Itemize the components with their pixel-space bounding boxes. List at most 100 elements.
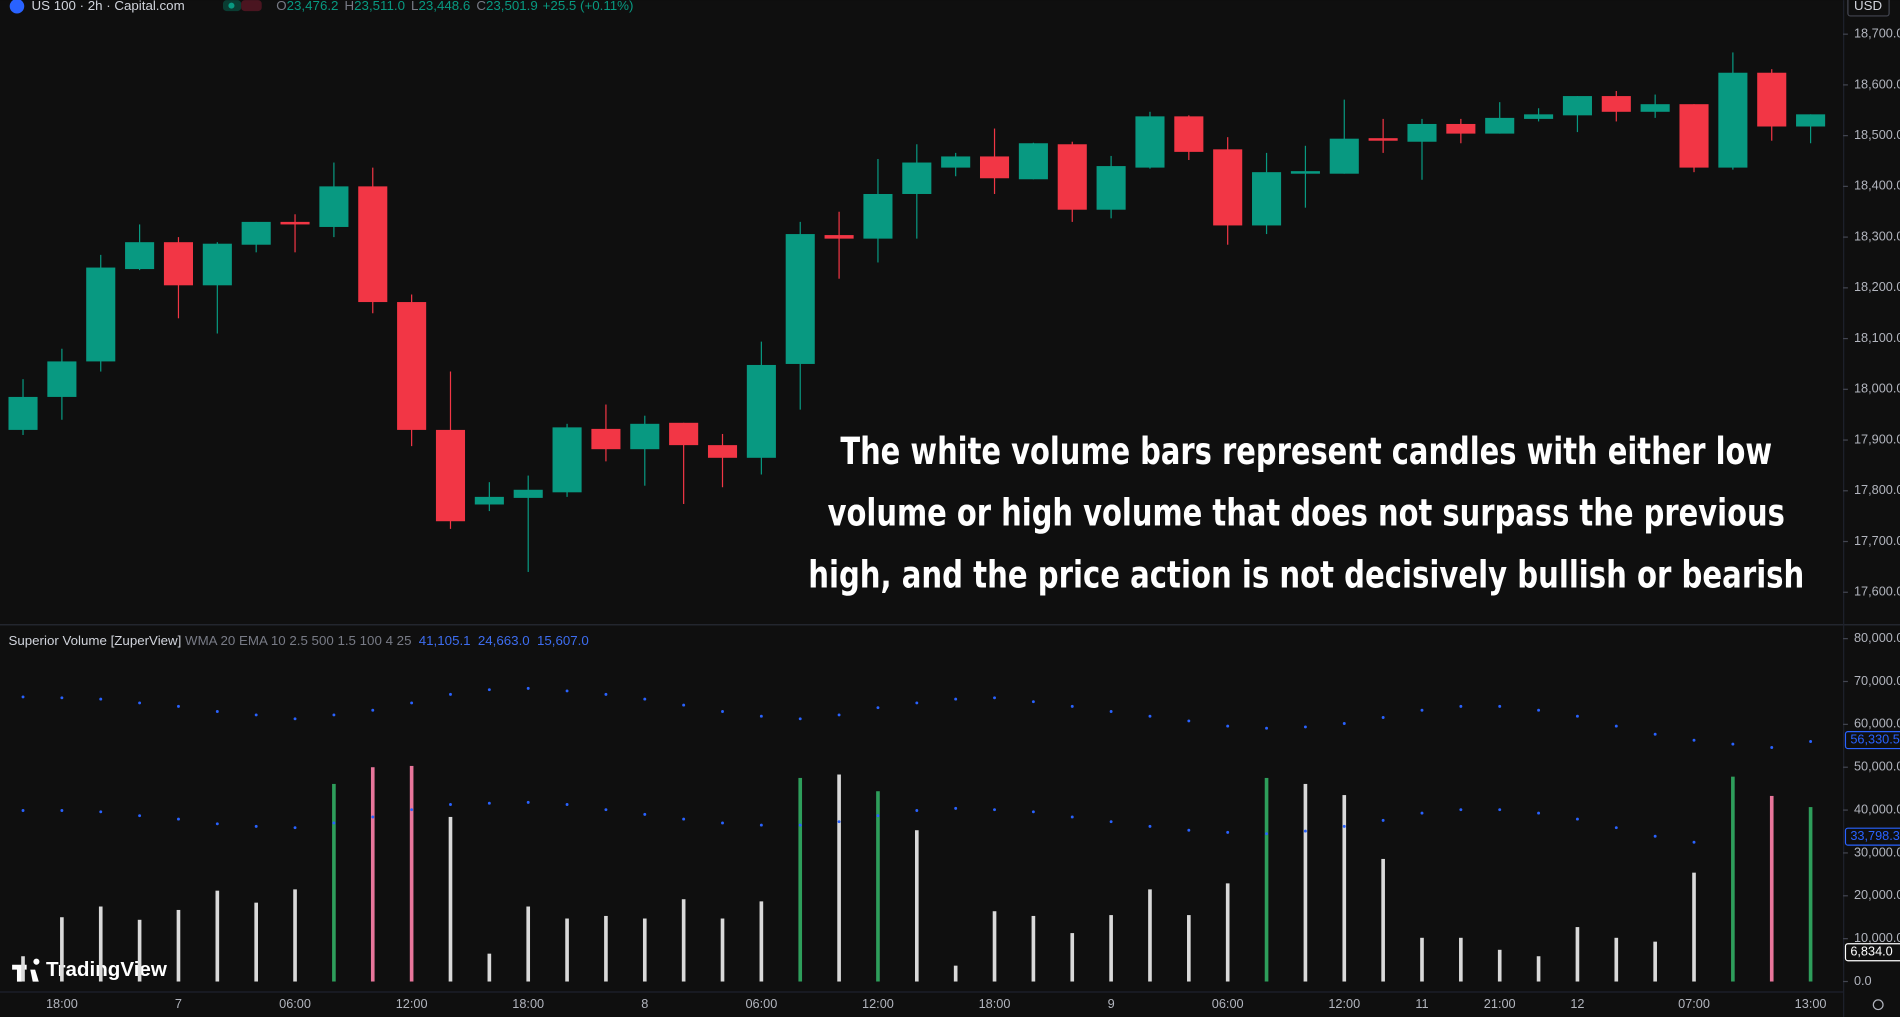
band-dot (1265, 832, 1269, 836)
band-dot (837, 713, 841, 717)
candle-body (630, 423, 660, 450)
ohlc-key: C (476, 0, 486, 13)
candle-body (941, 156, 971, 168)
candle-body (1057, 144, 1087, 210)
candle-body (824, 235, 854, 239)
volume-bar (1187, 915, 1191, 982)
indicator-params: WMA 20 EMA 10 2.5 500 1.5 100 4 25 (185, 633, 411, 648)
y-tick-label: 17,900.0 (1854, 431, 1900, 446)
band-dot (371, 708, 375, 712)
band-dot (99, 810, 103, 814)
volume-bar (1420, 937, 1424, 982)
band-dot (1420, 811, 1424, 815)
x-tick-label: 07:00 (1678, 996, 1710, 1011)
band-dot (759, 823, 763, 827)
annotation-line: The white volume bars represent candles … (840, 429, 1772, 473)
candle-body (1757, 72, 1787, 127)
candle-body (397, 302, 427, 430)
candle-body (746, 364, 776, 458)
band-dot (1070, 704, 1074, 708)
y-tick-label: 60,000.0 (1854, 716, 1900, 731)
y-tick-label: 18,500.0 (1854, 127, 1900, 142)
volume-bar (1264, 777, 1269, 982)
candle-body (591, 428, 621, 450)
candle-body (1213, 149, 1243, 226)
y-tick-label: 40,000.0 (1854, 801, 1900, 816)
band-dot (526, 800, 530, 804)
ohlc-change: +25.5 (+0.11%) (543, 0, 634, 13)
x-tick-label: 12:00 (1328, 996, 1360, 1011)
volume-bar (1303, 783, 1308, 982)
band-dot (1031, 700, 1035, 704)
candle-body (669, 422, 699, 446)
candle-body (1407, 123, 1437, 142)
watermark-text: TradingView (46, 958, 168, 981)
volume-bar (914, 830, 919, 982)
band-dot (526, 686, 530, 690)
volume-bar (1769, 795, 1774, 982)
y-tick-label: 17,700.0 (1854, 533, 1900, 548)
x-tick-label: 7 (175, 996, 182, 1011)
volume-bar (992, 911, 997, 982)
band-dot (604, 808, 608, 812)
band-dot (1537, 811, 1541, 815)
band-dot (332, 713, 336, 717)
candle-body (1135, 116, 1165, 168)
volume-bar (254, 902, 259, 982)
band-dot (215, 710, 219, 713)
volume-bar (409, 765, 414, 982)
band-dot (332, 821, 336, 825)
band-dot (876, 706, 880, 710)
currency[interactable]: USD (1854, 0, 1882, 13)
candle-body (280, 221, 310, 225)
x-tick-label: 8 (641, 996, 648, 1011)
volume-bar (642, 918, 647, 982)
volume-bar (332, 783, 336, 982)
x-tick-label: 12:00 (862, 996, 894, 1011)
band-dot (254, 713, 258, 717)
band-dot (1109, 820, 1113, 824)
candle-body (1679, 104, 1709, 168)
band-dot (643, 697, 647, 701)
market-icon[interactable] (241, 0, 262, 12)
band-dot (60, 696, 64, 700)
band-dot (1459, 704, 1463, 708)
candle-body (1446, 123, 1476, 134)
volume-bar (681, 899, 686, 982)
x-tick-label: 12:00 (396, 996, 428, 1011)
band-dot (1498, 808, 1502, 812)
candle-body (785, 234, 815, 364)
band-dot (1381, 716, 1385, 719)
band-dot (1381, 818, 1385, 822)
band-dot (1303, 725, 1307, 729)
volume-bar (176, 909, 181, 982)
candle-body (1329, 138, 1359, 174)
y-tick-label: 18,300.0 (1854, 228, 1900, 243)
candle-body (1562, 96, 1592, 116)
y-tick-label: 18,600.0 (1854, 76, 1900, 91)
band-dot (915, 701, 919, 705)
settings-icon[interactable] (1872, 999, 1884, 1011)
band-dot (798, 717, 802, 721)
volume-bar (1459, 937, 1463, 982)
band-dot (721, 821, 724, 825)
band-dot (293, 826, 297, 830)
volume-bar (98, 906, 103, 982)
currency-box[interactable] (1847, 0, 1890, 17)
volume-bar (293, 889, 297, 982)
volume-bar (759, 901, 764, 982)
symbol-icon[interactable] (9, 0, 25, 14)
band-dot (1575, 817, 1579, 821)
band-dot (954, 697, 958, 701)
watermark-logo (12, 958, 40, 982)
volume-bar (370, 767, 375, 982)
x-tick-label: 13:00 (1795, 996, 1827, 1011)
band-dot (721, 710, 724, 713)
band-dot (837, 820, 841, 824)
candle-body (513, 489, 543, 498)
band-dot (138, 701, 142, 705)
volume-bar (1031, 915, 1036, 982)
band-dot (1537, 708, 1541, 712)
candle-body (8, 396, 38, 430)
